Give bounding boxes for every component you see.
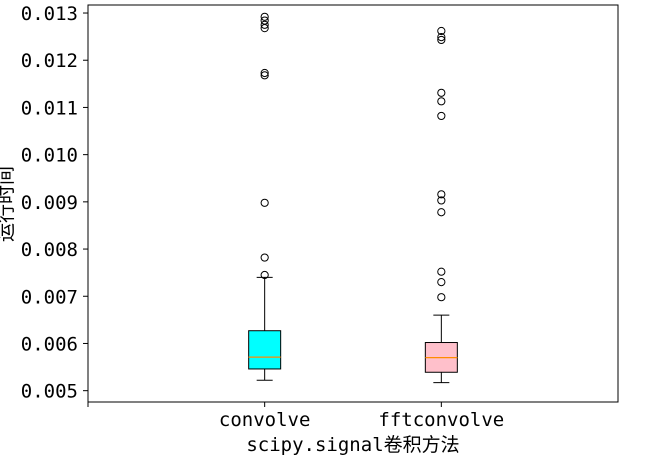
outlier-point — [260, 270, 269, 280]
outlier-point — [437, 88, 446, 97]
plot-area-frame — [87, 4, 619, 403]
outlier-point — [260, 12, 269, 21]
y-axis-title: 运行时间 — [0, 166, 17, 242]
outlier-point — [437, 190, 446, 199]
outlier-point — [260, 16, 269, 25]
outlier-point — [437, 35, 446, 45]
outlier-point — [437, 293, 446, 302]
outlier-point — [437, 32, 446, 42]
y-tick-label: 0.007 — [21, 286, 78, 308]
outlier-point — [437, 267, 446, 276]
box-convolve — [248, 12, 282, 381]
boxes-layer — [248, 12, 458, 384]
y-axis: 0.005 0.006 0.007 0.008 0.009 0.010 0.011 0.012… — [21, 3, 88, 403]
outlier-point — [260, 68, 269, 78]
y-tick-label: 0.008 — [21, 239, 78, 261]
outlier-point — [260, 20, 269, 29]
x-axis-title: scipy.signal卷积方法 — [246, 434, 459, 456]
y-tick-label: 0.009 — [21, 192, 78, 214]
outlier-point — [260, 198, 269, 207]
y-tick-label: 0.006 — [21, 333, 78, 355]
y-tick-label: 0.005 — [21, 381, 78, 403]
x-axis: convolve fftconvolve — [87, 402, 504, 431]
outlier-point — [437, 277, 446, 287]
x-tick-label-convolve: convolve — [219, 409, 311, 431]
box-iqr — [248, 330, 282, 370]
outlier-point — [260, 71, 269, 80]
outlier-point — [437, 208, 446, 217]
outlier-point — [437, 97, 446, 106]
y-tick-label: 0.013 — [21, 3, 78, 25]
y-tick-label: 0.012 — [21, 50, 78, 72]
outlier-point — [437, 196, 446, 205]
box-fftconvolve — [424, 26, 458, 384]
x-tick-label-fftconvolve: fftconvolve — [378, 409, 504, 431]
y-tick-label: 0.010 — [21, 145, 78, 167]
outlier-point — [437, 26, 446, 36]
y-tick-label: 0.011 — [21, 97, 78, 119]
outlier-point — [437, 111, 446, 121]
outlier-point — [260, 253, 269, 262]
